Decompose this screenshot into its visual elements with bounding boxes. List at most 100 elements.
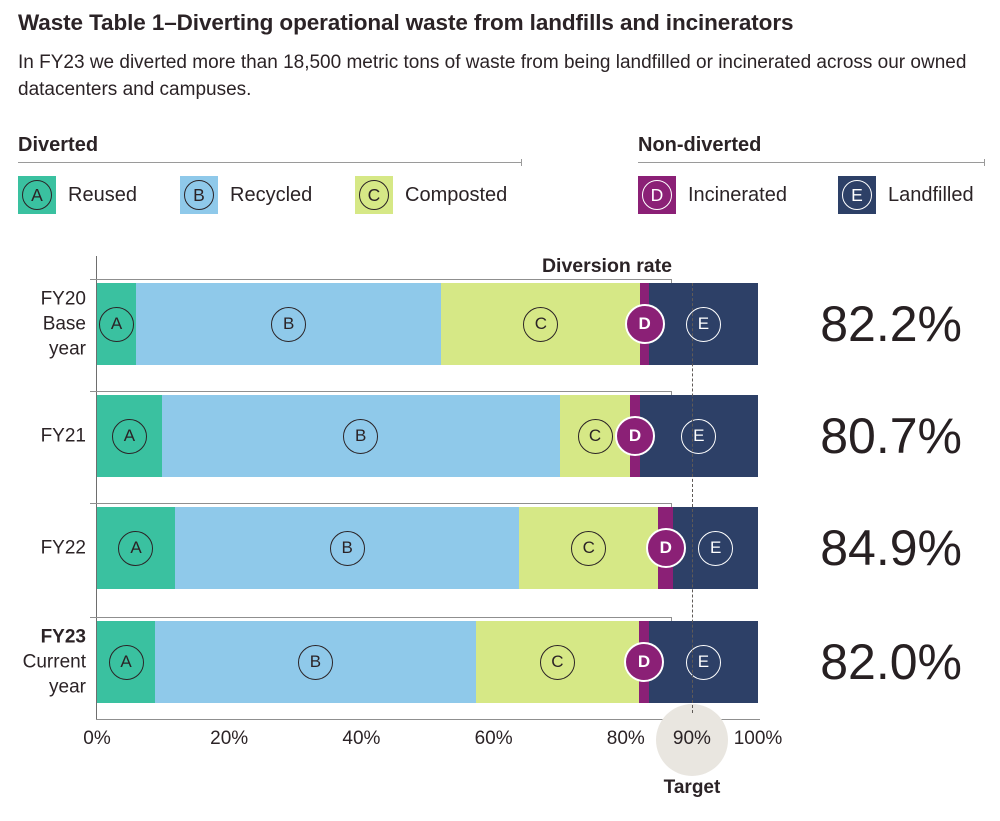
bar-segment-composted: C [519, 507, 659, 589]
bar-segment-landfilled: E [648, 621, 758, 703]
row-label-line: FY20 [40, 288, 86, 310]
diversion-rate-annotation: Diversion rate [541, 255, 672, 277]
legend-item-incinerated: D Incinerated [638, 176, 787, 214]
rule-end-tick [520, 159, 522, 166]
bar-segment-reused: A [97, 621, 156, 703]
circled-c-icon: C [571, 530, 607, 566]
bar-segment-recycled: B [174, 507, 520, 589]
x-tick-label: 60% [474, 728, 513, 749]
legend-diverted-rule [18, 159, 522, 166]
bar-segment-composted: C [475, 621, 639, 703]
diversion-rate-bracket [90, 279, 672, 287]
circled-d-icon: D [645, 528, 686, 568]
legend-label: Landfilled [888, 183, 974, 206]
row-label-line: FY23 [40, 626, 86, 648]
x-tick-label: 40% [342, 728, 381, 749]
page-subtitle: In FY23 we diverted more than 18,500 met… [18, 52, 967, 100]
circled-d-icon: D [642, 180, 672, 210]
row-label-fy23: FY23 Current year [0, 625, 86, 700]
legend-non-diverted-rule [638, 159, 985, 166]
bar-segment-incinerated: D [615, 395, 656, 477]
composted-swatch: C [355, 176, 393, 214]
circled-c-icon: C [359, 180, 389, 210]
bar-segment-incinerated: D [645, 507, 686, 589]
circled-e-icon: E [681, 418, 717, 454]
bar-segment-landfilled: E [673, 507, 758, 589]
bar-segment-composted: C [441, 283, 641, 365]
bar-segment-reused: A [97, 283, 136, 365]
legend-item-recycled: B Recycled [180, 176, 312, 214]
legend-diverted-header: Diverted [18, 134, 99, 156]
row-label-fy22: FY22 [0, 536, 86, 561]
circled-c-icon: C [539, 644, 575, 680]
x-tick-label: 80% [606, 728, 645, 749]
row-label-line: year [49, 338, 86, 360]
rule-end-tick [983, 159, 985, 166]
target-dashed-line [692, 283, 693, 713]
circled-b-icon: B [343, 418, 379, 454]
legend-label: Incinerated [688, 183, 787, 206]
bar-segment-recycled: B [135, 283, 442, 365]
row-label-fy20: FY20 Base year [0, 287, 86, 362]
reused-swatch: A [18, 176, 56, 214]
row-label-line: FY21 [40, 425, 86, 447]
circled-d-icon: D [615, 416, 656, 456]
diversion-rate-value: 84.9% [820, 520, 962, 576]
legend-item-landfilled: E Landfilled [838, 176, 974, 214]
row-label-line: year [49, 676, 86, 698]
bar-segment-recycled: B [155, 621, 476, 703]
circled-c-icon: C [523, 306, 559, 342]
diversion-rate-bracket [90, 503, 672, 511]
target-label: Target [663, 777, 721, 798]
circled-a-icon: A [111, 418, 147, 454]
diversion-rate-value: 82.2% [820, 296, 962, 352]
circled-a-icon: A [118, 530, 154, 566]
x-tick-label: 0% [83, 728, 111, 749]
circled-d-icon: D [624, 304, 665, 344]
x-tick-label: 90% [672, 728, 711, 749]
bar-segment-incinerated: D [623, 621, 664, 703]
x-tick-label: 20% [210, 728, 249, 749]
bar-segment-recycled: B [161, 395, 560, 477]
diversion-rate-bracket [90, 391, 672, 399]
x-tick-label: 100% [733, 728, 783, 749]
y-axis-line [96, 256, 97, 719]
legend-non-diverted-header: Non-diverted [638, 134, 762, 156]
circled-b-icon: B [271, 306, 307, 342]
page-title: Waste Table 1–Diverting operational wast… [18, 10, 794, 35]
circled-a-icon: A [108, 644, 144, 680]
bar-segment-reused: A [97, 395, 162, 477]
circled-b-icon: B [297, 644, 333, 680]
circled-e-icon: E [842, 180, 872, 210]
circled-e-icon: E [698, 530, 734, 566]
bar-segment-reused: A [97, 507, 175, 589]
legend-label: Composted [405, 183, 508, 206]
row-label-line: Base [42, 313, 86, 335]
circled-b-icon: B [329, 530, 365, 566]
target-highlight-circle [656, 704, 728, 776]
circled-d-icon: D [623, 642, 664, 682]
bar-segment-landfilled: E [639, 395, 758, 477]
row-label-line: Current [22, 651, 86, 673]
bar-segment-incinerated: D [624, 283, 665, 365]
legend-item-reused: A Reused [18, 176, 137, 214]
recycled-swatch: B [180, 176, 218, 214]
bar-segment-landfilled: E [648, 283, 758, 365]
diversion-rate-value: 82.0% [820, 634, 962, 690]
diversion-rate-value: 80.7% [820, 408, 962, 464]
circled-a-icon: A [98, 306, 134, 342]
x-axis-line [96, 719, 760, 720]
legend-label: Recycled [230, 183, 313, 206]
row-label-line: FY22 [40, 537, 86, 559]
circled-e-icon: E [685, 644, 721, 680]
landfilled-swatch: E [838, 176, 876, 214]
circled-b-icon: B [184, 180, 214, 210]
row-label-fy21: FY21 [0, 424, 86, 449]
circled-c-icon: C [577, 418, 613, 454]
circled-e-icon: E [685, 306, 721, 342]
